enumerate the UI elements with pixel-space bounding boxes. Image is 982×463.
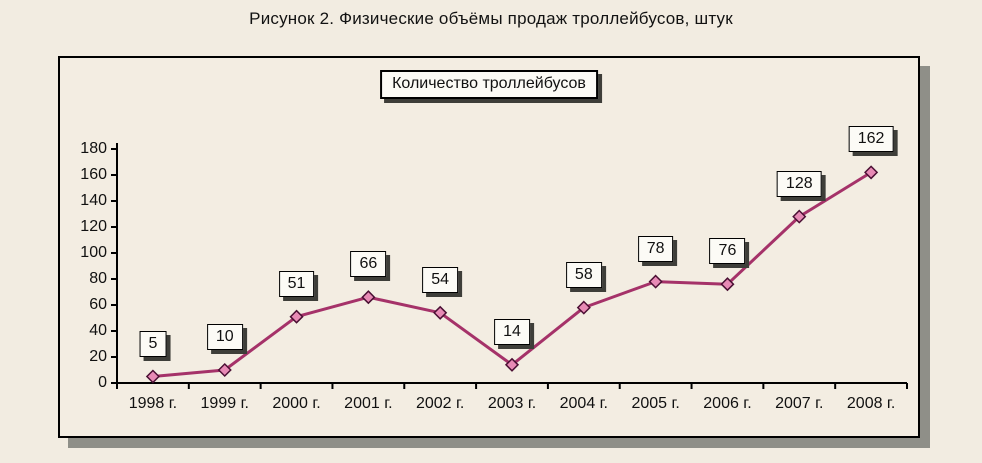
data-point-marker xyxy=(792,209,807,224)
data-label: 128 xyxy=(776,170,822,197)
x-tick-label: 1999 г. xyxy=(200,395,249,412)
data-point-marker xyxy=(720,277,735,292)
data-point-marker xyxy=(217,362,232,378)
data-label: 76 xyxy=(709,238,746,265)
y-tick-label: 160 xyxy=(80,166,107,183)
data-label: 10 xyxy=(206,324,243,350)
legend-box: Количество троллейбусов xyxy=(380,70,598,99)
data-point-marker xyxy=(504,357,520,372)
data-label: 66 xyxy=(350,251,387,278)
x-tick-label: 2005 г. xyxy=(631,395,680,412)
y-tick-label: 120 xyxy=(80,218,107,235)
y-tick-label: 100 xyxy=(80,244,107,261)
data-label: 162 xyxy=(848,126,894,153)
data-label: 5 xyxy=(139,330,167,357)
data-point-marker xyxy=(576,300,591,315)
chart-frame: Количество троллейбусов 0 20 40 60 80 100 120 1… xyxy=(58,56,920,438)
x-tick-label: 2004 г. xyxy=(559,395,608,412)
x-tick-label: 1998 г. xyxy=(128,395,178,412)
y-tick-label: 0 xyxy=(98,374,107,391)
y-tick-label: 60 xyxy=(89,296,107,313)
chart-title: Рисунок 2. Физические объёмы продаж трол… xyxy=(249,9,733,28)
data-line xyxy=(152,171,872,378)
data-label: 51 xyxy=(278,270,315,297)
data-point-marker xyxy=(864,165,879,180)
chart-plot: 0 20 40 60 80 100 120 140 160 180 1998 г. 1999 г. 20… xyxy=(60,58,918,436)
data-point-marker xyxy=(648,274,663,289)
x-tick-label: 2008 г. xyxy=(846,395,896,412)
x-tick-label: 2003 г. xyxy=(487,395,537,412)
data-point-marker xyxy=(145,369,160,384)
y-tick-label: 140 xyxy=(80,192,107,209)
y-tick-label: 40 xyxy=(89,322,107,339)
data-label: 14 xyxy=(494,318,530,345)
legend-label: Количество троллейбусов xyxy=(392,75,586,92)
data-point-marker xyxy=(361,290,376,305)
data-point-marker xyxy=(289,309,304,324)
data-label: 54 xyxy=(422,266,459,293)
x-tick-label: 2000 г. xyxy=(272,395,321,412)
x-tick-label: 2002 г. xyxy=(415,395,465,412)
chart-canvas xyxy=(111,143,908,389)
data-point-marker xyxy=(433,305,448,320)
data-label: 58 xyxy=(565,261,602,288)
y-tick-label: 20 xyxy=(89,348,107,365)
x-tick-label: 2006 г. xyxy=(703,395,752,412)
data-label: 78 xyxy=(637,235,674,262)
y-tick-label: 80 xyxy=(89,270,107,287)
y-tick-label: 180 xyxy=(80,140,107,157)
x-tick-label: 2001 г. xyxy=(344,395,393,412)
x-tick-label: 2007 г. xyxy=(775,395,824,412)
